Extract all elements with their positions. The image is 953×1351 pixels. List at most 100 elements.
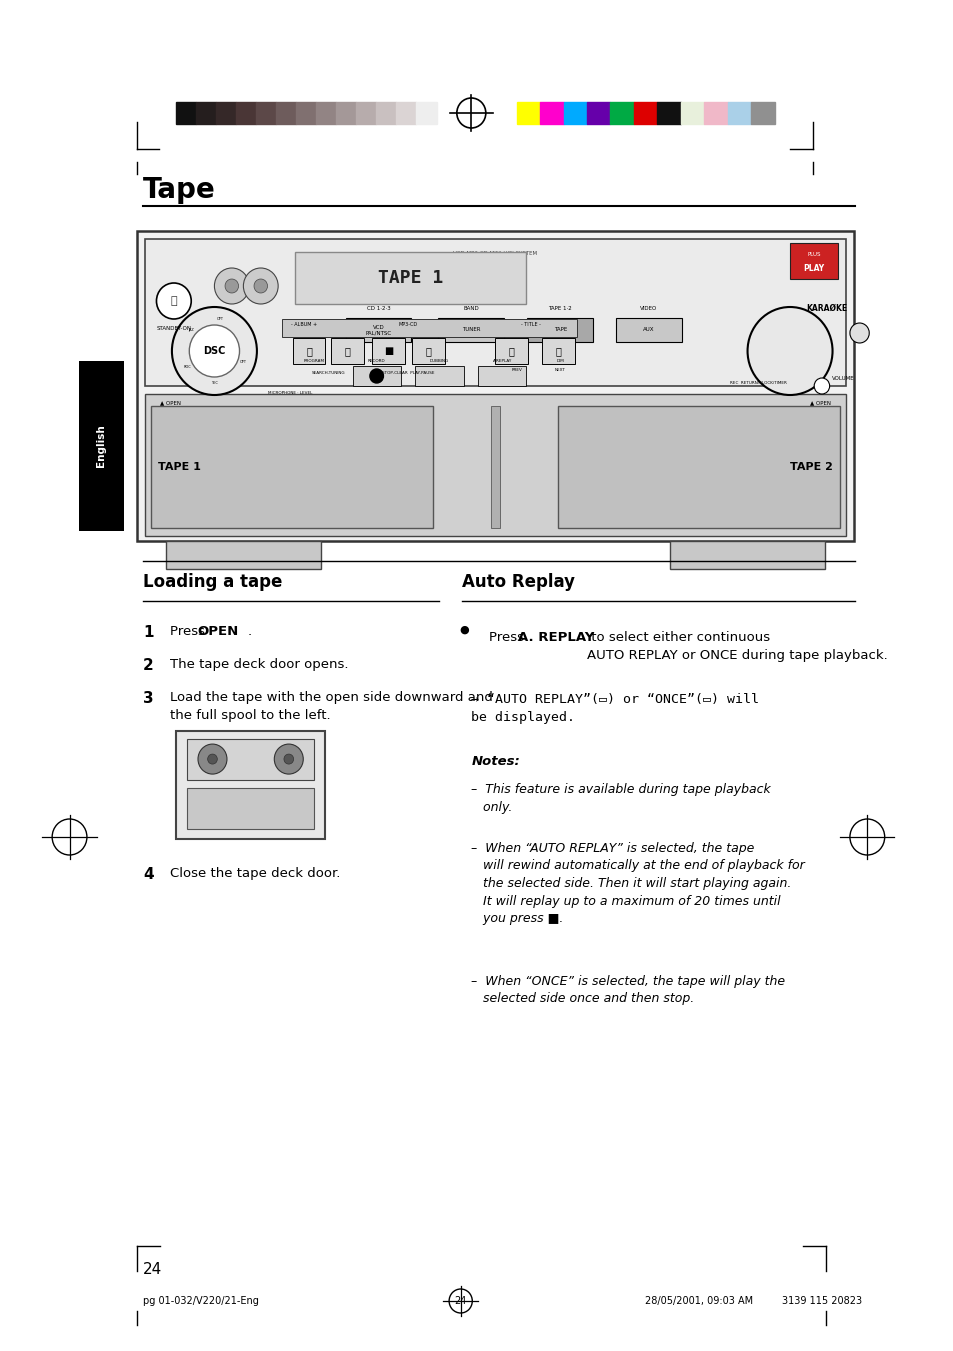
Text: TEC: TEC	[211, 381, 217, 385]
Text: MICROPHONE · LEVEL: MICROPHONE · LEVEL	[267, 390, 312, 394]
Text: –  When “AUTO REPLAY” is selected, the tape
   will rewind automatically at the : – When “AUTO REPLAY” is selected, the ta…	[471, 842, 804, 925]
Text: 3139 115 20823: 3139 115 20823	[781, 1296, 862, 1306]
Bar	[145, 394, 845, 536]
Text: ROC: ROC	[184, 365, 192, 369]
Circle shape	[284, 754, 294, 765]
Text: TAPE 1·2: TAPE 1·2	[548, 305, 572, 311]
Text: DIM: DIM	[556, 359, 563, 363]
Bar	[215, 101, 235, 124]
Text: NEXT: NEXT	[554, 367, 565, 372]
Text: TAPE: TAPE	[553, 327, 566, 332]
Text: ●: ●	[459, 626, 469, 635]
Bar	[293, 338, 325, 363]
Text: 3: 3	[143, 690, 153, 707]
Text: Press: Press	[170, 626, 209, 638]
Text: ⏻: ⏻	[171, 296, 177, 305]
Text: Notes:: Notes:	[471, 755, 519, 767]
Text: - ALBUM +: - ALBUM +	[291, 322, 317, 327]
Text: OPEN: OPEN	[197, 626, 238, 638]
Text: .: .	[247, 626, 251, 638]
Bar	[187, 739, 314, 780]
Text: TAPE 2: TAPE 2	[789, 462, 832, 471]
Text: SEARCH-TUNING: SEARCH-TUNING	[312, 372, 345, 376]
Bar	[235, 101, 255, 124]
Text: - TITLE -: - TITLE -	[520, 322, 540, 327]
Circle shape	[198, 744, 227, 774]
Text: Close the tape deck door.: Close the tape deck door.	[170, 867, 340, 880]
Text: PLAY: PLAY	[802, 263, 824, 273]
Bar	[295, 101, 315, 124]
Bar	[151, 407, 433, 528]
Circle shape	[370, 369, 383, 382]
Bar	[275, 101, 295, 124]
Text: OPT: OPT	[216, 317, 223, 322]
Circle shape	[225, 280, 238, 293]
Text: –  When “ONCE” is selected, the tape will play the
   selected side once and the: – When “ONCE” is selected, the tape will…	[471, 974, 784, 1005]
Text: REC  RETURN/CLOCK/TIMER: REC RETURN/CLOCK/TIMER	[729, 381, 786, 385]
Bar	[610, 101, 634, 124]
Bar	[750, 101, 774, 124]
Text: A. REPLAY: A. REPLAY	[517, 631, 594, 644]
Bar	[294, 253, 526, 304]
Bar	[438, 317, 503, 342]
Text: The tape deck door opens.: The tape deck door opens.	[170, 658, 348, 671]
Circle shape	[189, 326, 239, 377]
Bar	[477, 366, 526, 386]
Bar	[315, 101, 335, 124]
Bar	[353, 366, 400, 386]
Text: VIDEO: VIDEO	[639, 305, 657, 311]
Bar	[137, 231, 853, 540]
Text: to select either continuous
AUTO REPLAY or ONCE during tape playback.: to select either continuous AUTO REPLAY …	[587, 631, 887, 662]
Circle shape	[253, 280, 267, 293]
Bar	[495, 338, 528, 363]
Bar	[195, 101, 215, 124]
Text: ⏭: ⏭	[344, 346, 351, 357]
Bar	[175, 731, 325, 839]
Bar	[372, 338, 404, 363]
Circle shape	[208, 754, 217, 765]
Bar	[558, 407, 840, 528]
Circle shape	[813, 378, 829, 394]
Text: A.REPLAY: A.REPLAY	[492, 359, 512, 363]
Bar	[255, 101, 275, 124]
Text: PLUS: PLUS	[806, 253, 821, 257]
Text: TAPE 1: TAPE 1	[377, 269, 442, 286]
Circle shape	[274, 744, 303, 774]
Bar	[187, 788, 314, 830]
Text: Load the tape with the open side downward and
the full spool to the left.: Load the tape with the open side downwar…	[170, 690, 493, 721]
Text: DUBBING: DUBBING	[430, 359, 449, 363]
Circle shape	[214, 267, 249, 304]
Text: 24: 24	[454, 1296, 466, 1306]
Text: PROGRAM: PROGRAM	[303, 359, 324, 363]
Bar	[355, 101, 376, 124]
Text: ⏮: ⏮	[508, 346, 515, 357]
Text: OPT: OPT	[240, 359, 247, 363]
Text: 1: 1	[143, 626, 153, 640]
Text: English: English	[96, 424, 107, 467]
Text: 24: 24	[143, 1262, 162, 1277]
Bar	[586, 101, 610, 124]
Circle shape	[747, 307, 832, 394]
Text: pg 01-032/V220/21-Eng: pg 01-032/V220/21-Eng	[143, 1296, 258, 1306]
Bar	[541, 338, 574, 363]
Text: TUNER: TUNER	[461, 327, 480, 332]
Text: VOLUME: VOLUME	[831, 377, 854, 381]
Text: MP3-CD: MP3-CD	[398, 322, 417, 327]
Bar	[282, 319, 576, 336]
Bar	[335, 101, 355, 124]
Text: STANDBY-ON: STANDBY-ON	[156, 327, 192, 331]
Text: ▲ OPEN: ▲ OPEN	[809, 400, 830, 405]
Bar	[727, 101, 750, 124]
Text: ■: ■	[383, 346, 393, 357]
Bar	[345, 317, 411, 342]
Bar	[527, 317, 593, 342]
Text: BAND: BAND	[463, 305, 478, 311]
Text: 2: 2	[143, 658, 153, 673]
Bar	[670, 540, 824, 569]
Bar	[331, 338, 364, 363]
Text: AUX: AUX	[642, 327, 654, 332]
Bar	[145, 239, 845, 386]
Bar	[490, 407, 499, 528]
Text: KARAØKE: KARAØKE	[805, 304, 846, 312]
Bar	[634, 101, 657, 124]
